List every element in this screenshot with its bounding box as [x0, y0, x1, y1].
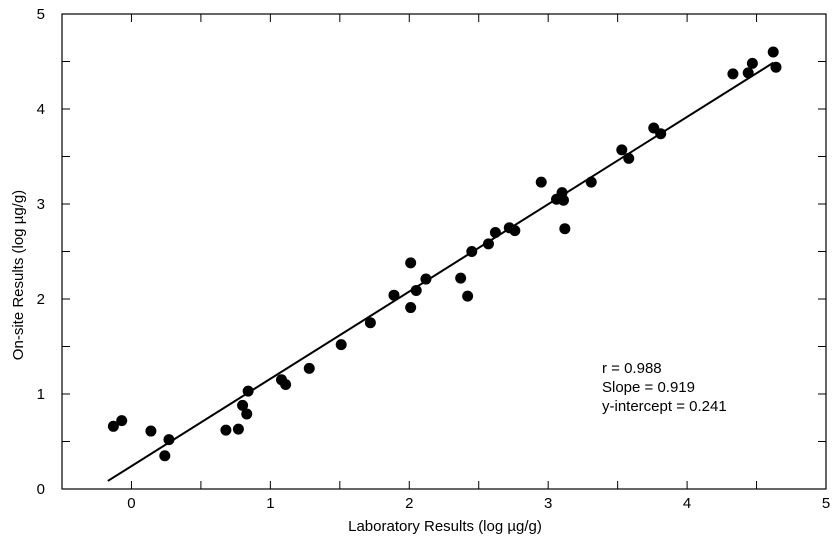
data-point — [232, 423, 244, 435]
data-point — [557, 194, 569, 206]
data-point — [770, 61, 782, 73]
data-point — [482, 238, 494, 250]
data-point — [742, 67, 754, 79]
data-point — [616, 144, 628, 156]
x-tick-label: 0 — [127, 495, 135, 512]
data-point — [585, 176, 597, 188]
data-point — [364, 317, 376, 329]
data-point — [462, 290, 474, 302]
y-tick-label: 3 — [37, 196, 45, 213]
x-tick-label: 1 — [266, 495, 274, 512]
stat-intercept: y-intercept = 0.241 — [602, 398, 727, 415]
y-tick-label: 4 — [37, 101, 45, 118]
y-tick-label: 2 — [37, 291, 45, 308]
axis-ticks: 0 1 2 3 4 5 0 1 2 3 4 5 — [37, 6, 831, 512]
data-point — [159, 450, 171, 462]
data-point — [535, 176, 547, 188]
data-point — [241, 408, 253, 420]
data-point — [116, 415, 128, 427]
x-axis-title: Laboratory Results (log µg/g) — [348, 518, 542, 535]
stat-slope: Slope = 0.919 — [602, 379, 695, 396]
data-point — [559, 223, 571, 235]
x-tick-label: 3 — [544, 495, 552, 512]
data-point — [237, 399, 249, 411]
x-tick-label: 4 — [683, 495, 691, 512]
plot-frame — [61, 13, 827, 490]
data-point — [163, 434, 175, 446]
data-point — [410, 284, 422, 296]
data-point — [335, 339, 347, 351]
data-point — [655, 128, 667, 140]
stat-r: r = 0.988 — [602, 360, 662, 377]
x-tick-label: 2 — [405, 495, 413, 512]
data-point — [623, 152, 635, 164]
x-tick-label: 5 — [822, 495, 830, 512]
data-point — [746, 57, 758, 69]
data-points — [107, 46, 782, 462]
y-tick-label: 0 — [37, 481, 45, 498]
data-point — [405, 257, 417, 269]
data-point — [455, 272, 467, 284]
data-point — [303, 362, 315, 374]
data-point — [145, 425, 157, 437]
y-tick-label: 1 — [37, 386, 45, 403]
data-point — [767, 46, 779, 58]
data-point — [489, 227, 501, 238]
y-tick-label: 5 — [37, 6, 45, 23]
data-point — [420, 273, 432, 285]
data-point — [107, 420, 119, 432]
data-point — [280, 379, 292, 390]
y-axis-title: On-site Results (log µg/g) — [10, 190, 27, 360]
data-point — [509, 225, 521, 237]
regression-line — [107, 61, 774, 482]
data-point — [405, 302, 417, 314]
data-point — [727, 68, 739, 80]
data-point — [388, 289, 400, 301]
data-point — [466, 246, 478, 257]
data-point — [220, 424, 232, 436]
data-point — [242, 385, 254, 397]
